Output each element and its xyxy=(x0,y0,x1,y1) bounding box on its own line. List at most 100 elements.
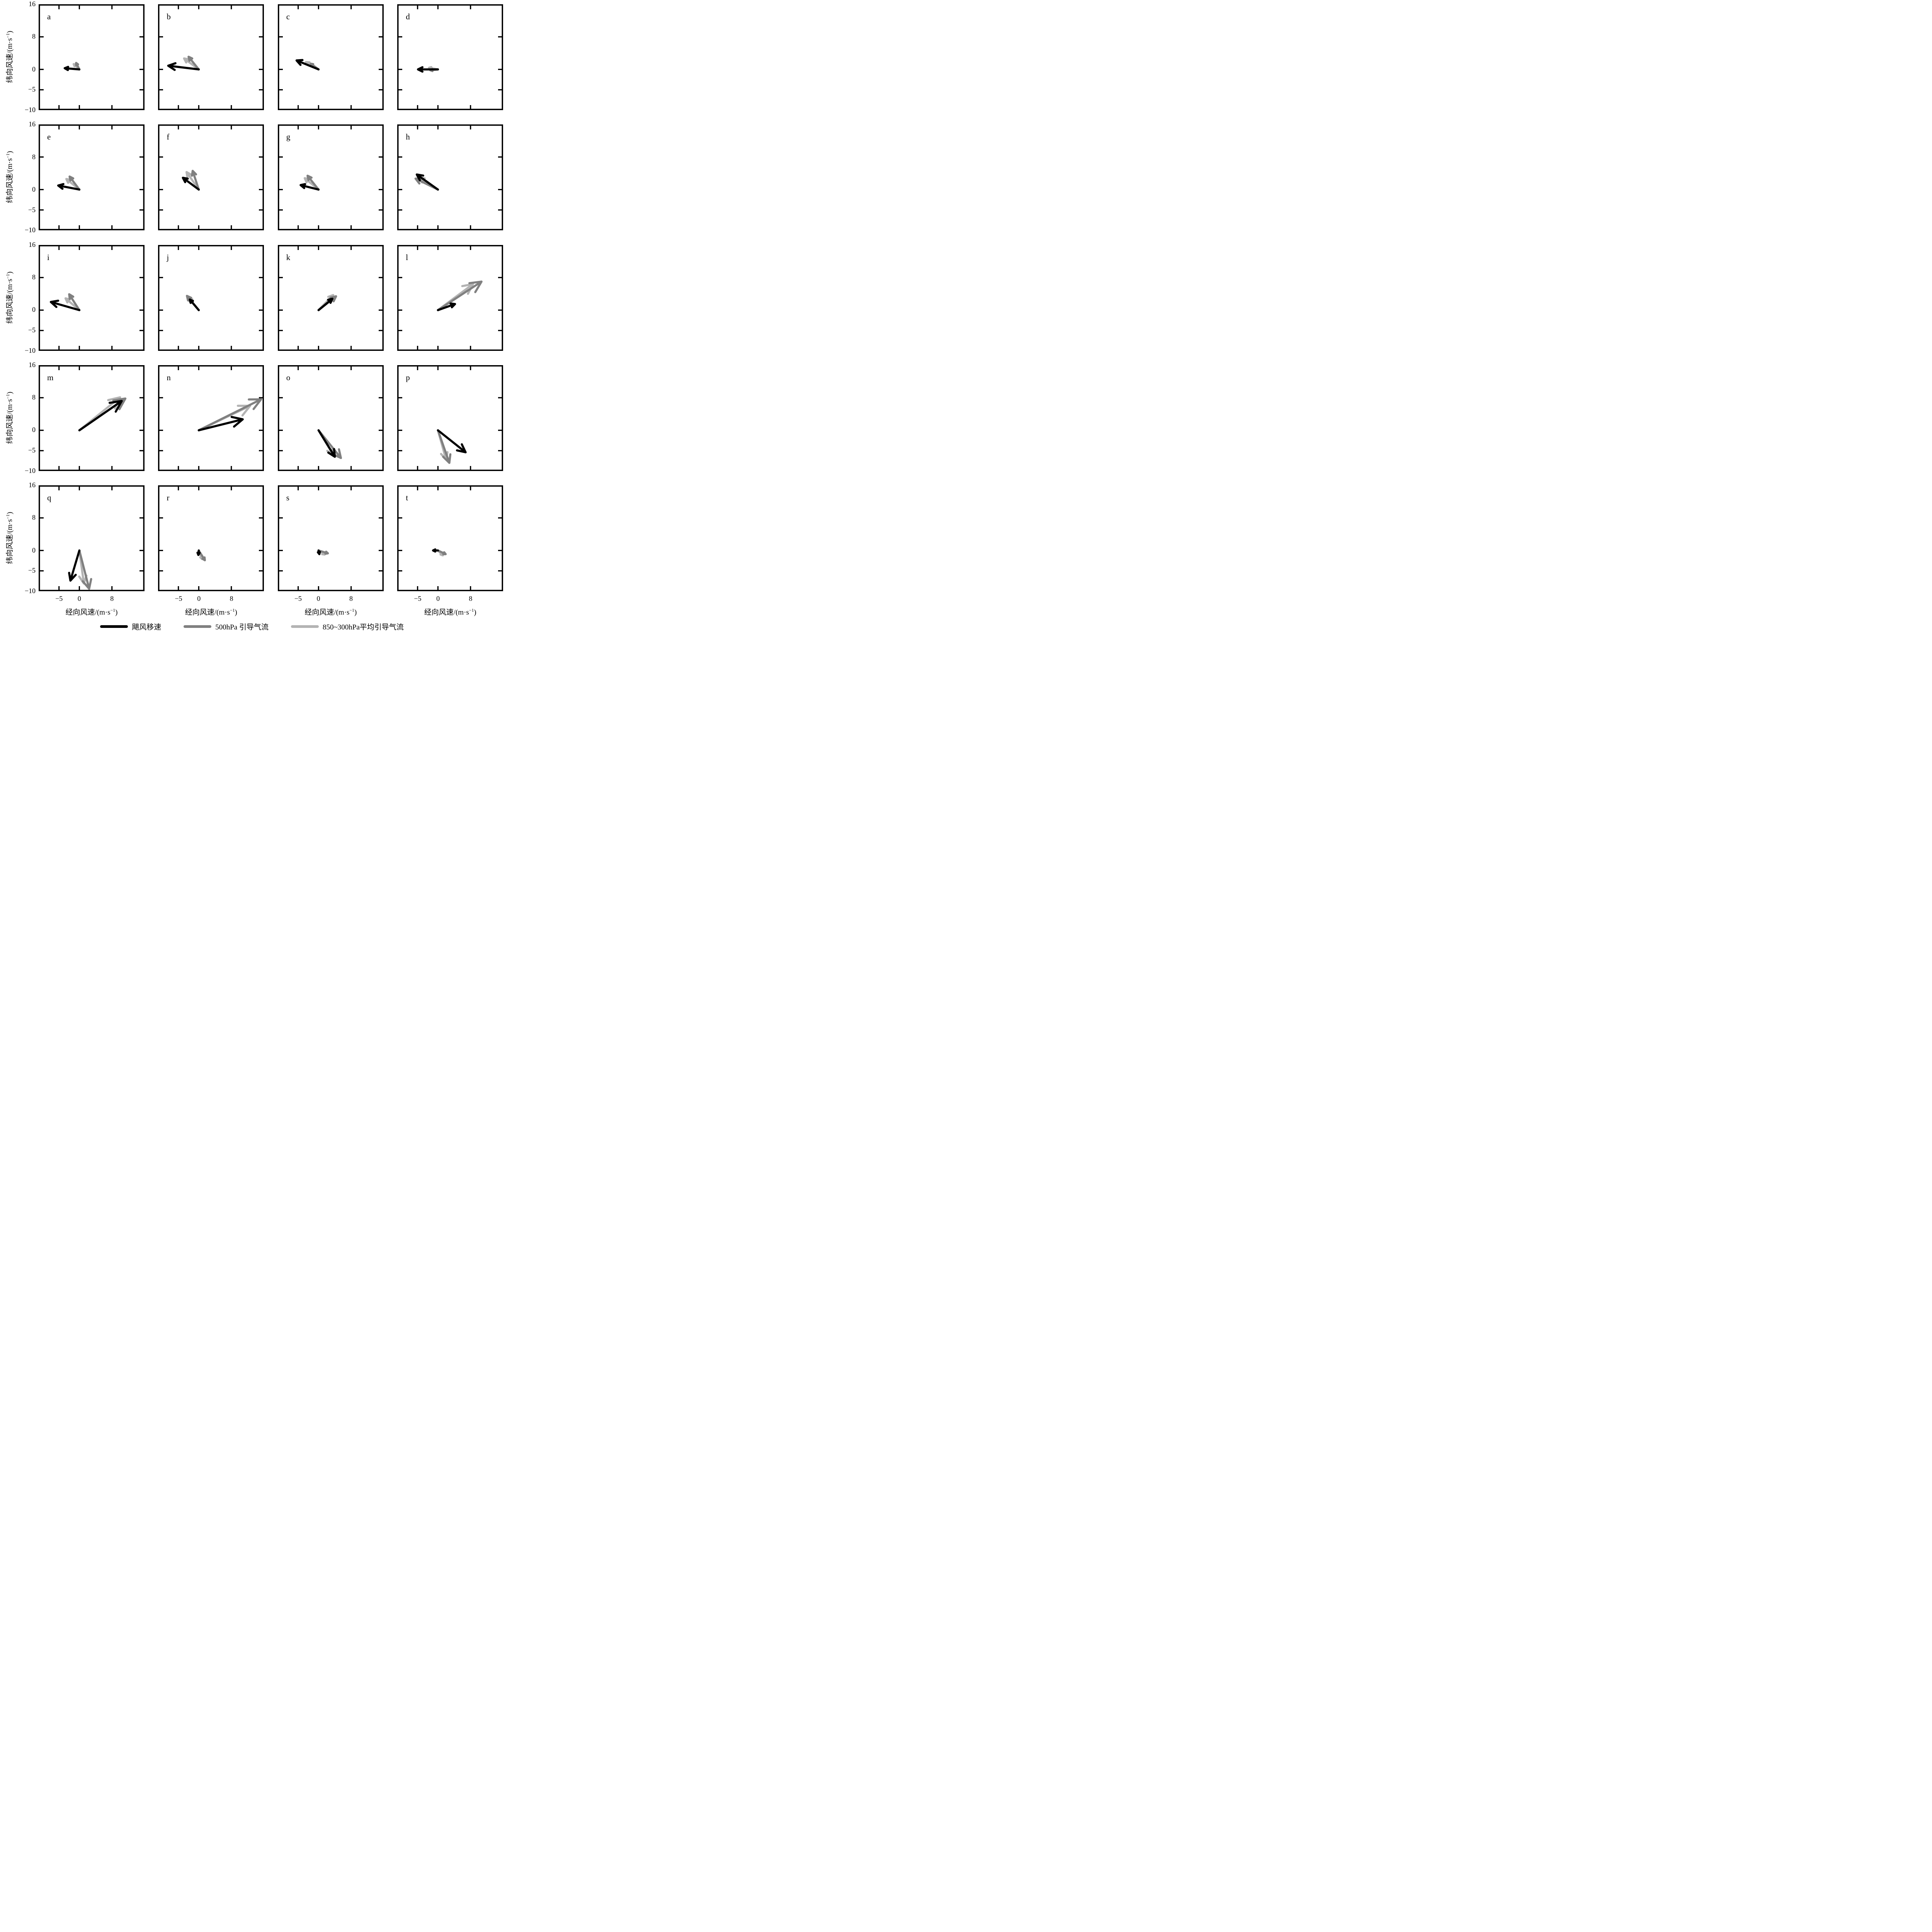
quiver-figure: a 16 8 0 −5 −10 纬向风速/(m·s−1) b c d e 16 8 0 −5 −10 纬向风速/… xyxy=(0,0,504,638)
axes-box xyxy=(158,124,264,231)
axes-box xyxy=(39,365,145,471)
x-axis-title: 经向风速/(m·s−1) xyxy=(65,608,118,617)
hpa500-arrow-g xyxy=(306,175,320,191)
axes-box xyxy=(158,365,264,471)
panel-s: s xyxy=(277,485,384,591)
panel-axes-p xyxy=(397,365,503,471)
hpa500-arrow-e xyxy=(68,175,81,191)
panel-axes-r xyxy=(158,485,264,591)
axes-box xyxy=(158,4,264,110)
storm-arrow-o xyxy=(317,429,336,458)
y-tick-label: 16 xyxy=(29,361,36,369)
panel-m: m xyxy=(39,365,145,471)
y-tick-label: 0 xyxy=(32,546,36,554)
storm-arrow-k xyxy=(317,297,333,311)
legend-item-mean: 850~300hPa平均引导气流 xyxy=(291,621,404,632)
y-axis-title: 纬向风速/(m·s−1) xyxy=(5,151,14,203)
legend-label-storm: 飓风移速 xyxy=(132,623,162,631)
panel-h: h xyxy=(397,124,503,231)
y-tick-label: −5 xyxy=(28,566,36,575)
legend-line-hpa500 xyxy=(184,625,212,628)
axes-box xyxy=(39,4,145,110)
panel-letter-e: e xyxy=(47,132,51,142)
panel-axes-a xyxy=(39,4,145,110)
panel-axes-n xyxy=(158,365,264,471)
hpa500-arrow-l xyxy=(437,280,483,311)
storm-arrow-i xyxy=(49,299,81,311)
panel-o: o xyxy=(277,365,384,471)
panel-t: t xyxy=(397,485,503,591)
panel-g: g xyxy=(277,124,384,231)
axes-box xyxy=(397,124,503,231)
storm-arrow-t xyxy=(432,548,439,553)
y-axis-title: 纬向风速/(m·s−1) xyxy=(5,271,14,324)
y-tick-label: −10 xyxy=(24,587,36,595)
panel-letter-r: r xyxy=(167,493,170,502)
panel-letter-f: f xyxy=(167,132,170,142)
y-tick-label: 8 xyxy=(32,273,36,281)
panel-axes-j xyxy=(158,245,264,351)
x-axis-title: 经向风速/(m·s−1) xyxy=(185,608,237,617)
axes-box xyxy=(158,485,264,591)
storm-arrow-e xyxy=(57,183,81,191)
axes-box xyxy=(39,485,145,591)
panel-letter-q: q xyxy=(47,493,51,502)
panel-letter-d: d xyxy=(406,12,410,21)
x-tick-label: 0 xyxy=(436,595,440,602)
y-tick-label: −10 xyxy=(24,106,36,114)
x-tick-label: 8 xyxy=(110,595,114,602)
panel-axes-e xyxy=(39,124,145,231)
panel-axes-l xyxy=(397,245,503,351)
storm-arrow-g xyxy=(299,183,320,191)
y-tick-label: −10 xyxy=(24,346,36,354)
panel-letter-o: o xyxy=(286,372,291,382)
panel-b: b xyxy=(158,4,264,110)
y-tick-label: 0 xyxy=(32,426,36,434)
x-tick-label: 8 xyxy=(349,595,353,602)
panel-letter-i: i xyxy=(47,252,49,262)
panel-axes-s xyxy=(277,485,384,591)
x-tick-label: −5 xyxy=(414,595,422,602)
y-tick-label: −5 xyxy=(28,446,36,454)
y-tick-label: −10 xyxy=(24,226,36,234)
hpa500-arrow-q xyxy=(78,549,92,590)
panel-e: e xyxy=(39,124,145,231)
y-tick-label: 16 xyxy=(29,240,36,248)
y-tick-label: 0 xyxy=(32,185,36,193)
legend-label-mean: 850~300hPa平均引导气流 xyxy=(323,623,404,631)
y-tick-label: −10 xyxy=(24,466,36,474)
panel-letter-k: k xyxy=(286,252,291,262)
y-tick-label: 16 xyxy=(29,481,36,489)
axes-box xyxy=(158,245,264,351)
legend-item-storm: 飓风移速 xyxy=(100,621,161,632)
storm-arrow-j xyxy=(189,298,200,311)
x-tick-label: 0 xyxy=(316,595,320,602)
storm-arrow-a xyxy=(63,66,81,71)
x-axis-title: 经向风速/(m·s−1) xyxy=(424,608,476,617)
panel-a: a xyxy=(39,4,145,110)
hpa500-arrow-p xyxy=(437,429,452,464)
panel-axes-q xyxy=(39,485,145,591)
x-axis-title: 经向风速/(m·s−1) xyxy=(304,608,357,617)
axes-box xyxy=(39,124,145,231)
panel-n: n xyxy=(158,365,264,471)
x-tick-label: 0 xyxy=(77,595,81,602)
storm-arrow-q xyxy=(68,549,81,582)
panel-axes-f xyxy=(158,124,264,231)
panel-letter-g: g xyxy=(286,132,291,142)
y-tick-label: 0 xyxy=(32,306,36,314)
hpa500-arrow-i xyxy=(68,293,81,311)
panel-letter-a: a xyxy=(47,12,51,21)
axes-box xyxy=(277,245,384,351)
y-axis-title: 纬向风速/(m·s−1) xyxy=(5,512,14,564)
panel-l: l xyxy=(397,245,503,351)
storm-arrow-r xyxy=(196,549,201,556)
panel-p: p xyxy=(397,365,503,471)
x-tick-label: 0 xyxy=(197,595,201,602)
x-tick-label: −5 xyxy=(175,595,182,602)
storm-arrow-m xyxy=(78,400,123,432)
panel-letter-b: b xyxy=(167,12,171,21)
panel-letter-c: c xyxy=(286,12,290,21)
legend-label-hpa500: 500hPa 引导气流 xyxy=(215,623,269,631)
axes-box xyxy=(277,365,384,471)
